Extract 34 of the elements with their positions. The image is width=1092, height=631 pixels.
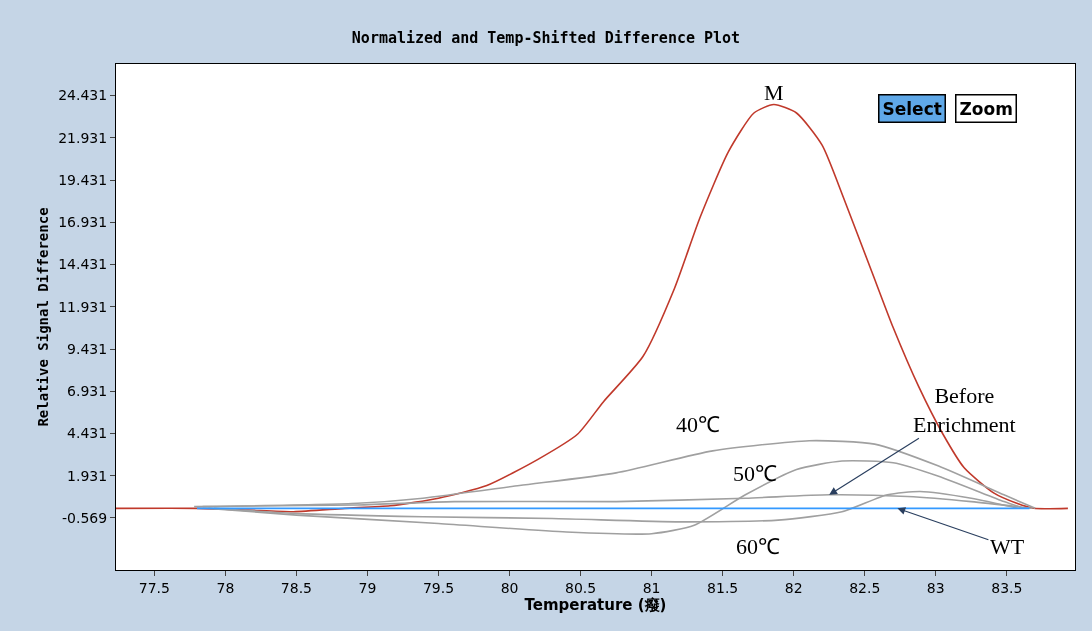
x-tick-label: 79 — [358, 579, 377, 596]
x-tick-label: 80 — [500, 579, 519, 596]
y-tick-label: 11.931 — [58, 298, 108, 315]
series-label: 50℃ — [733, 461, 777, 486]
y-tick-label: 16.931 — [58, 214, 108, 231]
y-tick-label: 19.431 — [58, 171, 108, 188]
annotation: Select — [882, 98, 942, 119]
y-tick-label: 1.931 — [67, 467, 108, 484]
x-tick-label: 78 — [216, 579, 235, 596]
y-tick-label: 14.431 — [58, 256, 108, 273]
y-tick-label: 6.931 — [67, 383, 108, 400]
series-label: 40℃ — [676, 412, 720, 437]
y-tick-label: -0.569 — [62, 509, 108, 526]
x-tick-label: 80.5 — [564, 579, 597, 596]
y-tick-label: 4.431 — [67, 425, 108, 442]
x-tick-label: 82.5 — [849, 579, 881, 596]
series-label: 60℃ — [736, 534, 780, 559]
x-tick-label: 81 — [642, 579, 661, 596]
y-tick-label: 24.431 — [58, 87, 108, 104]
y-tick-label: 21.931 — [58, 129, 108, 146]
x-tick-label: 82 — [784, 579, 803, 596]
chart-title: Normalized and Temp-Shifted Difference Plot — [351, 29, 741, 48]
x-tick-label: 83.5 — [991, 579, 1023, 596]
x-tick-label: 79.5 — [422, 579, 455, 596]
x-axis-title: Temperature (癈) — [524, 595, 667, 614]
x-tick-label: 83 — [926, 579, 945, 596]
series-label: WT — [990, 534, 1025, 559]
annotation: Zoom — [959, 98, 1013, 119]
x-tick-label: 77.5 — [138, 579, 170, 596]
y-axis-title: Relative Signal Difference — [34, 207, 51, 427]
series-label: M — [764, 80, 784, 105]
x-tick-label: 78.5 — [280, 579, 313, 596]
x-tick-label: 81.5 — [707, 579, 739, 596]
y-tick-label: 9.431 — [67, 340, 108, 357]
